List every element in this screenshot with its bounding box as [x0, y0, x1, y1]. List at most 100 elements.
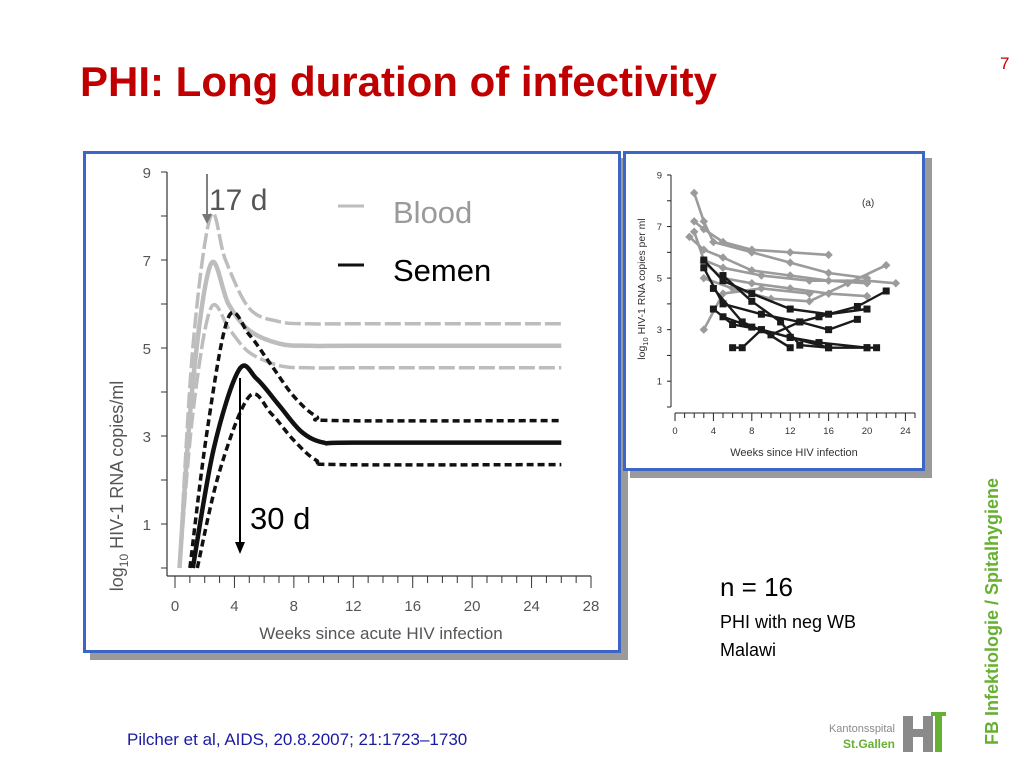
- right-chart-panel: 1 3 5 7 9 0 4 8 12 16 20 24 log10 HIV-1 RNA copies …: [623, 151, 925, 471]
- data-point: [748, 297, 756, 305]
- data-point: [786, 344, 794, 352]
- left-x-tick-label: 20: [464, 598, 481, 615]
- data-point: [796, 341, 804, 349]
- data-point: [825, 326, 833, 334]
- citation: Pilcher et al, AIDS, 20.8.2007; 21:1723–…: [127, 730, 468, 749]
- patient-viral-load-chart: 1 3 5 7 9 0 4 8 12 16 20 24 log10 HIV-1 RNA copies …: [636, 171, 916, 459]
- data-point: [719, 277, 727, 285]
- right-x-tick-label: 24: [900, 426, 911, 437]
- right-y-tick-label: 5: [657, 274, 662, 285]
- data-point: [689, 188, 699, 198]
- left-y-label-sub: 10: [117, 554, 131, 568]
- peak-semen-annotation: 30 d: [235, 378, 310, 554]
- right-x-tick-label: 8: [749, 426, 754, 437]
- data-point: [700, 256, 708, 264]
- data-point: [718, 253, 728, 262]
- semen-curve-5: [190, 363, 562, 569]
- data-point: [786, 333, 794, 341]
- data-point: [729, 344, 737, 352]
- left-y-axis-label: log10 HIV-1 RNA copies/ml: [107, 381, 131, 591]
- peak-blood-annotation: 17 d: [202, 174, 267, 224]
- cohort-description: PHI with neg WB: [720, 612, 857, 632]
- data-point: [805, 297, 814, 306]
- data-point: [757, 310, 765, 318]
- right-x-tick-label: 4: [711, 426, 716, 437]
- left-x-tick-label: 8: [290, 598, 298, 615]
- series-line: [732, 328, 791, 349]
- right-y-tick-label: 3: [657, 325, 662, 336]
- right-axes: 1 3 5 7 9 0 4 8 12 16 20 24: [657, 171, 916, 437]
- data-point: [738, 344, 746, 352]
- series-line: [703, 264, 887, 303]
- right-y-label-log: log: [636, 346, 648, 360]
- left-y-tick-label: 7: [143, 253, 151, 270]
- blood-curve-1: [177, 211, 562, 569]
- peak-blood-label: 17 d: [209, 184, 267, 217]
- viral-load-model-chart: 1 3 5 7 9 0 4 8 12 16 20 24 28 log10 HIV-1 RNA copie…: [107, 165, 600, 643]
- semen-patient-series-14: [729, 326, 794, 352]
- data-point: [719, 272, 727, 280]
- logo-line2: St.Gallen: [843, 737, 895, 751]
- cohort-location: Malawi: [720, 640, 777, 660]
- right-y-tick-label: 1: [657, 377, 662, 388]
- data-point: [891, 279, 901, 288]
- logo-h-icon: [903, 712, 946, 752]
- series-line: [693, 220, 829, 257]
- data-point: [700, 264, 708, 272]
- data-point: [824, 250, 833, 260]
- data-point: [699, 325, 709, 334]
- left-y-tick-label: 5: [143, 341, 151, 358]
- data-point: [785, 248, 795, 257]
- right-x-axis-label: Weeks since HIV infection: [730, 447, 858, 459]
- data-point: [853, 315, 861, 323]
- right-y-tick-label: 9: [657, 171, 662, 182]
- data-point: [815, 339, 823, 347]
- data-point: [729, 321, 737, 329]
- left-y-tick-label: 9: [143, 165, 151, 182]
- data-point: [815, 313, 823, 321]
- data-point: [699, 217, 709, 226]
- data-point: [748, 290, 756, 298]
- peak-blood-arrowhead: [202, 214, 212, 224]
- logo-line1: Kantonsspital: [829, 723, 895, 735]
- left-x-tick-label: 24: [523, 598, 540, 615]
- kantonsspital-logo: Kantonsspital St.Gallen: [810, 712, 960, 763]
- data-point: [699, 273, 709, 283]
- legend-semen-label: Semen: [393, 253, 491, 288]
- semen-patient-series-13: [719, 272, 833, 352]
- page-title: PHI: Long duration of infectivity: [80, 58, 717, 105]
- data-point: [863, 305, 871, 313]
- right-x-tick-label: 0: [672, 426, 677, 437]
- peak-semen-label: 30 d: [250, 501, 310, 536]
- left-y-tick-label: 3: [143, 429, 151, 446]
- data-point: [881, 260, 891, 270]
- data-point: [709, 305, 717, 313]
- right-panel-label: (a): [862, 198, 874, 209]
- data-point: [873, 344, 881, 352]
- data-point: [748, 323, 756, 331]
- blood-curve-3: [177, 303, 562, 569]
- left-x-tick-label: 28: [583, 598, 600, 615]
- left-y-label-rest: HIV-1 RNA copies/ml: [107, 381, 127, 554]
- data-point: [785, 258, 795, 267]
- left-chart-panel: 1 3 5 7 9 0 4 8 12 16 20 24 28 log10 HIV-1 RNA copie…: [83, 151, 621, 653]
- right-y-tick-label: 7: [657, 222, 662, 233]
- data-point: [796, 318, 804, 326]
- right-y-axis-label: log10 HIV-1 RNA copies per ml: [636, 218, 650, 359]
- data-point: [718, 237, 728, 247]
- data-point: [757, 271, 766, 280]
- legend: Blood Semen: [338, 195, 491, 288]
- data-point: [882, 287, 890, 295]
- data-point: [843, 279, 853, 288]
- blood-curve-2: [177, 259, 562, 569]
- right-y-label-rest: HIV-1 RNA copies per ml: [636, 218, 648, 337]
- data-point: [718, 263, 728, 273]
- left-y-tick-label: 1: [143, 517, 151, 534]
- legend-blood-label: Blood: [393, 195, 472, 230]
- department-label: FB Infektiologie / Spitalhygiene: [982, 477, 1002, 745]
- sample-size-label: n = 16: [720, 572, 794, 602]
- left-x-tick-label: 16: [404, 598, 421, 615]
- blood-patient-series-1: [689, 188, 872, 283]
- data-point: [863, 344, 871, 352]
- left-x-tick-label: 4: [230, 598, 238, 615]
